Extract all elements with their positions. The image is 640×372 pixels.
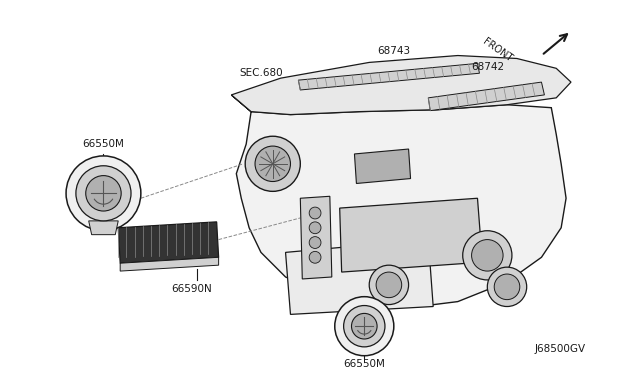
Circle shape	[76, 166, 131, 221]
Text: 66550M: 66550M	[343, 359, 385, 369]
Circle shape	[309, 222, 321, 234]
Circle shape	[66, 156, 141, 231]
Polygon shape	[232, 55, 571, 115]
Polygon shape	[340, 198, 483, 272]
Text: 68742: 68742	[471, 62, 504, 72]
Text: 66550M: 66550M	[83, 139, 124, 149]
Text: 66590N: 66590N	[172, 284, 212, 294]
Circle shape	[309, 207, 321, 219]
Polygon shape	[118, 222, 219, 263]
Polygon shape	[355, 149, 410, 183]
Text: 68743: 68743	[377, 45, 410, 55]
Circle shape	[463, 231, 512, 280]
Polygon shape	[285, 240, 433, 314]
Polygon shape	[232, 95, 566, 307]
Polygon shape	[300, 196, 332, 279]
Circle shape	[255, 146, 291, 182]
Circle shape	[309, 251, 321, 263]
Polygon shape	[298, 63, 479, 90]
Circle shape	[335, 297, 394, 356]
Circle shape	[86, 176, 121, 211]
Circle shape	[487, 267, 527, 307]
Polygon shape	[120, 257, 219, 271]
Circle shape	[245, 136, 300, 191]
Text: J68500GV: J68500GV	[534, 344, 586, 354]
Text: FRONT: FRONT	[481, 37, 514, 64]
Circle shape	[376, 272, 402, 298]
Circle shape	[344, 305, 385, 347]
Circle shape	[472, 240, 503, 271]
Circle shape	[369, 265, 408, 305]
Polygon shape	[428, 82, 545, 110]
Circle shape	[494, 274, 520, 299]
Circle shape	[309, 237, 321, 248]
Text: SEC.680: SEC.680	[239, 68, 283, 78]
Polygon shape	[89, 221, 118, 235]
Circle shape	[351, 313, 377, 339]
